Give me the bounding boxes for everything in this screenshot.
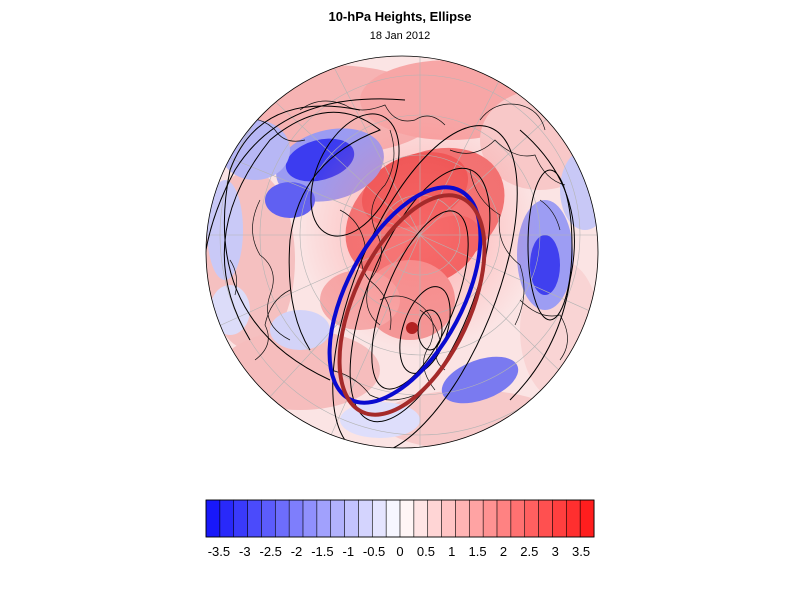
colorbar-cell (330, 499, 346, 538)
vortex-centroid-marker (406, 322, 418, 334)
colorbar-cell (205, 499, 221, 538)
colorbar-tick-label: -0.5 (363, 544, 385, 559)
colorbar-tick-label: -2.5 (259, 544, 281, 559)
colorbar-cell (455, 499, 470, 538)
height-contours (206, 98, 598, 448)
colorbar-frame (205, 499, 595, 538)
colorbar-cell (482, 499, 498, 538)
colorbar-tick-label: 2 (500, 544, 507, 559)
colorbar-cell (579, 499, 595, 538)
red-vortex-ellipse (337, 193, 487, 417)
colorbar-cell (219, 499, 235, 538)
colorbar-cell (441, 499, 456, 538)
colorbar-cell (510, 499, 526, 538)
colorbar-cell (413, 499, 429, 538)
colorbar-cell (358, 499, 373, 538)
colorbar-tick-label: -1 (343, 544, 355, 559)
colorbar-tick-label: -1.5 (311, 544, 333, 559)
colorbar-cell (538, 499, 553, 538)
colorbar-tick-label: 3.5 (572, 544, 590, 559)
colorbar-tick-label: -3.5 (208, 544, 230, 559)
colorbar-tick-label: 0 (396, 544, 403, 559)
colorbar-cell (552, 499, 567, 538)
colorbar-tick-label: -2 (291, 544, 303, 559)
colorbar-tick-label: 2.5 (520, 544, 538, 559)
colorbar-tick-label: 1.5 (469, 544, 487, 559)
colorbar-cell (302, 499, 318, 538)
colorbar-tick-label: 1 (448, 544, 455, 559)
colorbar-tick-label: -3 (239, 544, 251, 559)
colorbar-cell (274, 499, 290, 538)
map-date: 18 Jan 2012 (369, 30, 431, 42)
colorbar-cell (247, 499, 262, 538)
colorbar-cell (524, 499, 540, 538)
colorbar-cell (316, 499, 332, 538)
colorbar-tick-label: 3 (552, 544, 559, 559)
colorbar-cell (261, 499, 276, 538)
colorbar-cell (427, 499, 443, 538)
colorbar-cell (468, 499, 484, 538)
colorbar-cell (496, 499, 512, 538)
colorbar-cell (399, 499, 415, 538)
colorbar-cell (344, 499, 359, 538)
map-boundary (205, 55, 599, 449)
colorbar-cell (385, 499, 401, 538)
colorbar-cell (233, 499, 249, 538)
colorbar-cell (565, 499, 581, 538)
map-title: 10-hPa Heights, Ellipse (328, 9, 472, 24)
colorbar-tick-label: 0.5 (417, 544, 435, 559)
colorbar-cell (371, 499, 387, 538)
colorbar-cell (288, 499, 304, 538)
